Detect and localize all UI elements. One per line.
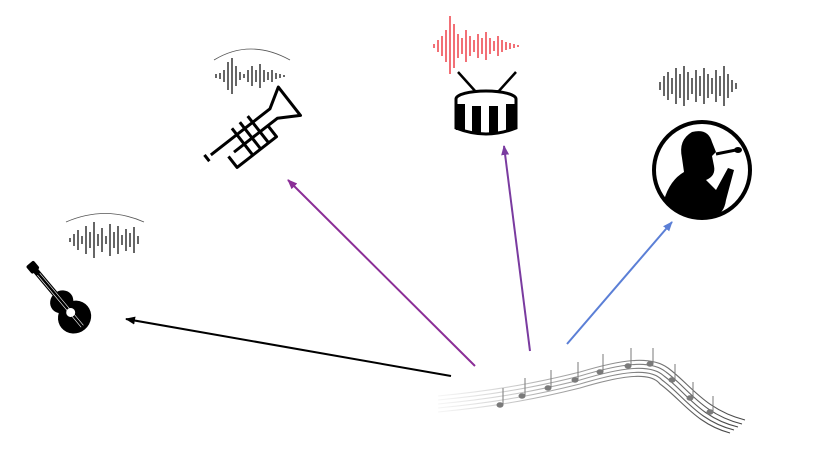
singer-target: [652, 66, 752, 220]
waveform-icon: [433, 16, 519, 74]
drum-icon: [454, 71, 518, 136]
singer-icon: [652, 120, 752, 220]
music-staff-icon: [437, 348, 746, 434]
arrow-to-guitar: [125, 316, 452, 377]
guitar-target: [26, 213, 145, 334]
guitar-icon: [26, 261, 92, 334]
waveform-icon: [659, 66, 737, 106]
arrow-to-drum: [501, 145, 531, 352]
arrow-to-singer: [566, 221, 673, 345]
arrow-to-trumpet: [287, 179, 476, 367]
trumpet-icon: [203, 85, 302, 169]
waveform-icon: [213, 48, 291, 94]
trumpet-target: [203, 48, 302, 169]
drum-target: [433, 16, 519, 136]
waveform-icon: [65, 213, 145, 258]
